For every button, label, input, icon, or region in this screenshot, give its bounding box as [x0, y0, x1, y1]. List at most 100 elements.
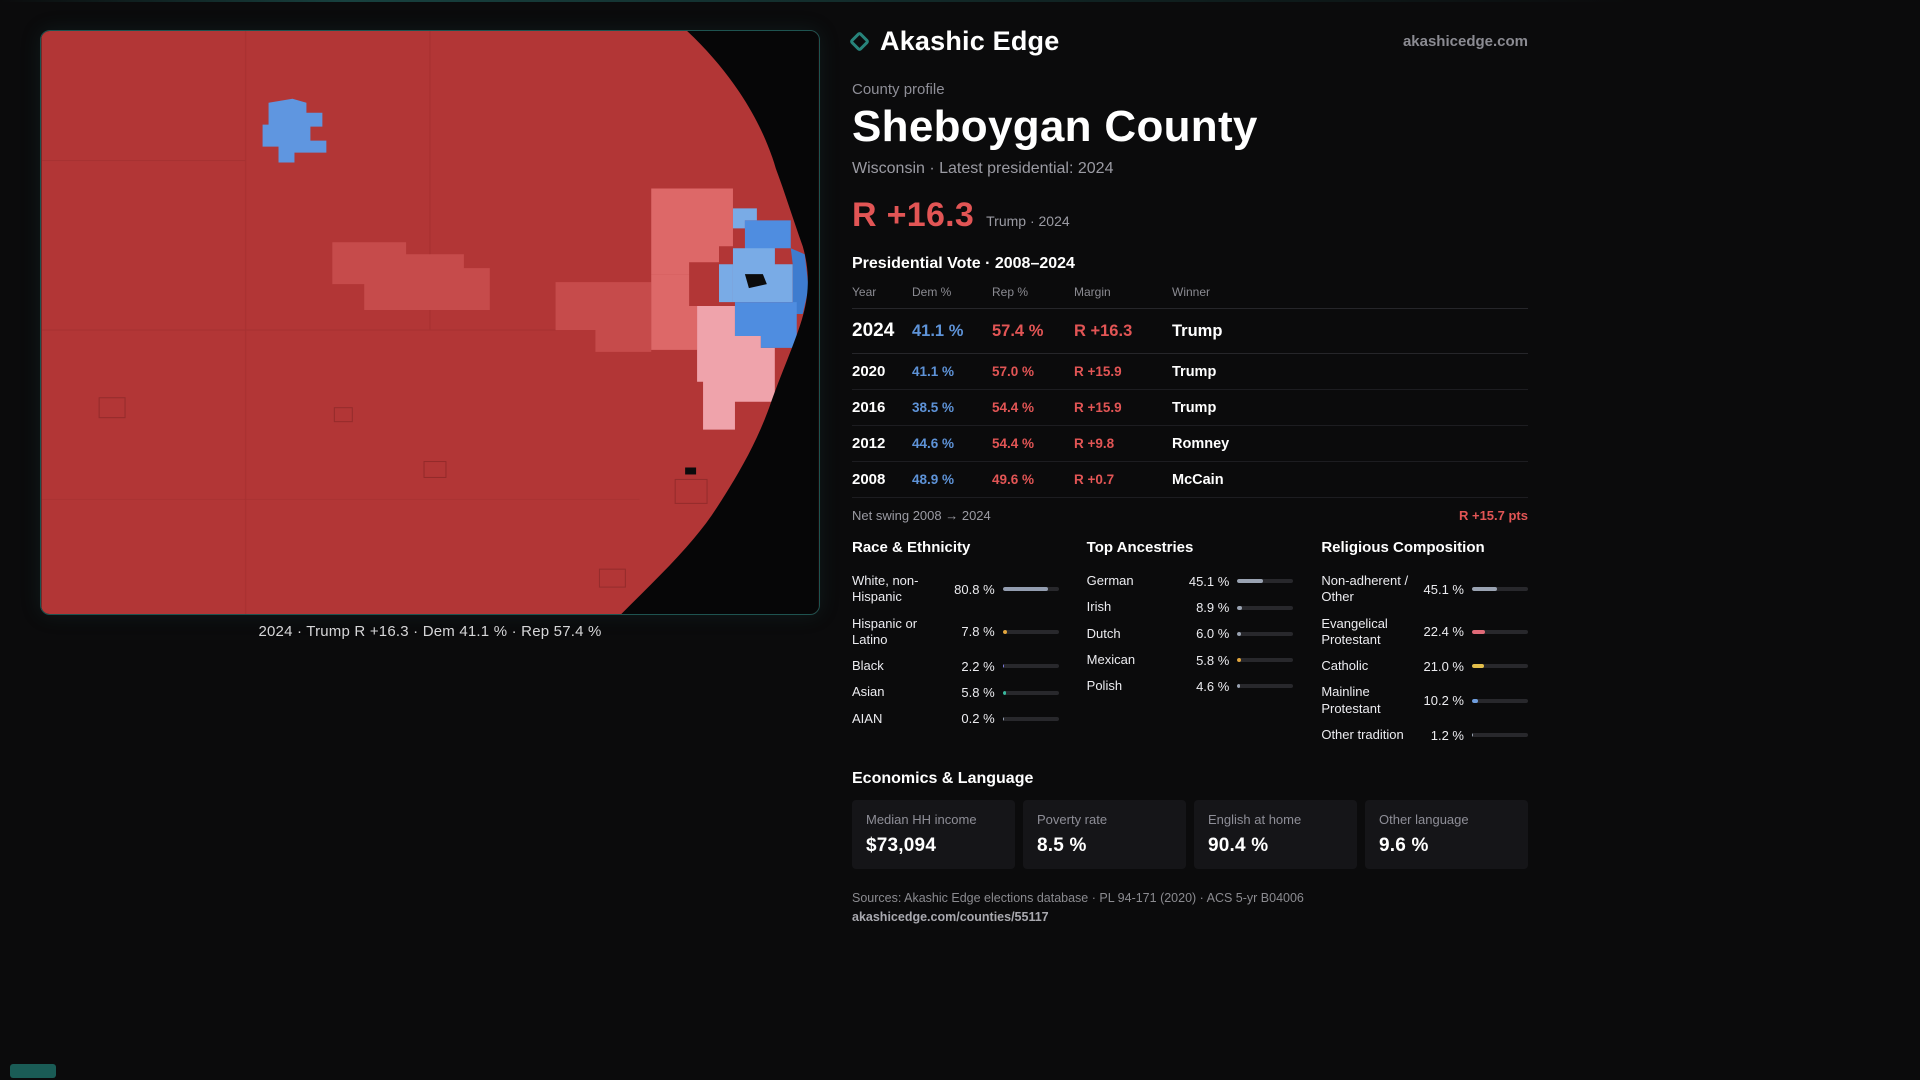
margin-cell: R +16.3	[1074, 322, 1133, 341]
sources-text: Sources: Akashic Edge elections database…	[852, 891, 1304, 906]
year-cell: 2024	[852, 320, 895, 342]
stat-card-english-at-home: English at home 90.4 %	[1194, 800, 1357, 870]
stat-value: 90.4 %	[1208, 835, 1269, 857]
demo-row: White, non-Hispanic 80.8 %	[852, 568, 1059, 611]
demo-bar	[1472, 629, 1528, 634]
stat-label: Median HH income	[866, 812, 977, 828]
demo-row: Irish 8.9 %	[1087, 594, 1294, 620]
demo-bar-fill	[1472, 733, 1473, 738]
stat-value: $73,094	[866, 835, 937, 857]
stat-value: 9.6 %	[1379, 835, 1429, 857]
demo-value: 4.6 %	[1196, 678, 1230, 694]
top-accent-line	[0, 0, 1920, 2]
demo-row: German 45.1 %	[1087, 568, 1294, 594]
ancestries-column: Top Ancestries German 45.1 % Irish 8.9 %…	[1087, 539, 1294, 748]
rep-cell: 57.4 %	[992, 322, 1044, 341]
demo-row: Asian 5.8 %	[852, 679, 1059, 705]
map-light-rep-areas	[651, 188, 733, 350]
demo-label: Hispanic or Latino	[852, 615, 918, 647]
demo-label: Non-adherent / Other	[1321, 573, 1409, 605]
demo-label: Other tradition	[1321, 726, 1404, 742]
vote-table: Year Dem % Rep % Margin Winner 2024 41.1…	[852, 285, 1528, 523]
dem-cell: 48.9 %	[912, 472, 955, 488]
year-cell: 2020	[852, 363, 886, 381]
margin-cell: R +15.9	[1074, 364, 1122, 380]
diamond-logo-icon	[848, 30, 871, 53]
demo-bar-fill	[1002, 629, 1008, 634]
economics-title: Economics & Language	[852, 770, 1034, 788]
vote-row-2008: 2008 48.9 % 49.6 % R +0.7 McCain	[852, 462, 1528, 499]
headline-margin-row: R +16.3 Trump · 2024	[852, 196, 1528, 235]
dem-cell: 41.1 %	[912, 364, 955, 380]
winner-cell: Trump	[1172, 322, 1223, 341]
headline-margin-context: Trump · 2024	[986, 213, 1070, 230]
col-margin: Margin	[1074, 285, 1111, 300]
map-municipal-outlines	[98, 397, 708, 588]
demo-bar-fill	[1237, 579, 1263, 584]
demo-value: 22.4 %	[1423, 624, 1464, 640]
winner-cell: McCain	[1172, 472, 1224, 489]
demo-value: 5.8 %	[1196, 652, 1230, 668]
brand: Akashic Edge	[848, 26, 1059, 57]
map-tossup-areas	[697, 306, 775, 430]
demo-bar-fill	[1237, 631, 1241, 636]
stat-value: 8.5 %	[1037, 835, 1087, 857]
demo-row: Non-adherent / Other 45.1 %	[1321, 568, 1528, 611]
demo-bar	[1237, 631, 1294, 636]
demo-value: 7.8 %	[961, 624, 995, 640]
demo-label: Black	[852, 658, 884, 674]
demo-label: AIAN	[852, 710, 883, 726]
demo-label: Dutch	[1086, 625, 1121, 641]
brand-domain-link[interactable]: akashicedge.com	[1402, 33, 1528, 50]
page-subtitle: Wisconsin · Latest presidential: 2024	[852, 160, 1114, 178]
col-year: Year	[852, 285, 877, 300]
demo-bar-fill	[1002, 716, 1004, 721]
col-dem: Dem %	[912, 285, 952, 300]
demo-label: White, non-Hispanic	[852, 573, 919, 605]
demo-bar	[1002, 664, 1059, 669]
demo-label: Mainline Protestant	[1321, 684, 1381, 716]
demo-label: Mexican	[1086, 651, 1136, 667]
stat-label: English at home	[1208, 812, 1302, 828]
demo-row: Hispanic or Latino 7.8 %	[852, 611, 1059, 654]
demo-label: German	[1086, 573, 1134, 589]
demo-bar	[1237, 579, 1294, 584]
demo-value: 45.1 %	[1188, 573, 1230, 589]
race-title: Race & Ethnicity	[852, 539, 971, 557]
demo-bar-fill	[1002, 690, 1006, 695]
demo-bar	[1002, 587, 1059, 592]
net-swing-row: Net swing 2008 → 2024 R +15.7 pts	[852, 498, 1528, 523]
rep-cell: 54.4 %	[992, 400, 1035, 416]
vote-table-title: Presidential Vote · 2008–2024	[852, 255, 1075, 273]
margin-cell: R +0.7	[1074, 472, 1115, 488]
county-map	[41, 31, 819, 614]
demo-bar-fill	[1002, 587, 1048, 592]
demo-bar	[1002, 716, 1059, 721]
demo-value: 10.2 %	[1423, 693, 1464, 709]
year-cell: 2008	[852, 471, 886, 489]
dem-cell: 41.1 %	[912, 322, 964, 341]
page-title: Sheboygan County	[852, 102, 1258, 151]
permalink-link[interactable]: akashicedge.com/counties/55117	[852, 910, 1049, 925]
demo-bar-fill	[1472, 664, 1484, 669]
rep-cell: 57.0 %	[992, 364, 1035, 380]
demo-row: Mexican 5.8 %	[1087, 647, 1294, 673]
demo-value: 2.2 %	[961, 658, 995, 674]
winner-cell: Trump	[1172, 400, 1217, 417]
demo-label: Catholic	[1321, 658, 1369, 674]
eyebrow-label: County profile	[852, 81, 945, 98]
demo-row: AIAN 0.2 %	[852, 706, 1059, 732]
religion-column: Religious Composition Non-adherent / Oth…	[1321, 539, 1528, 748]
demo-bar-fill	[1472, 587, 1498, 592]
stat-card-poverty-rate: Poverty rate 8.5 %	[1023, 800, 1186, 870]
demo-label: Polish	[1086, 678, 1123, 694]
map-lean-rep-areas	[332, 242, 652, 352]
demo-bar	[1237, 684, 1294, 689]
vote-row-2024: 2024 41.1 % 57.4 % R +16.3 Trump	[852, 309, 1528, 355]
stat-card-other-language: Other language 9.6 %	[1365, 800, 1528, 870]
demo-bar	[1472, 733, 1528, 738]
demo-bar-fill	[1472, 698, 1478, 703]
demo-bar	[1002, 690, 1059, 695]
net-swing-label: Net swing 2008 → 2024	[852, 508, 991, 524]
religion-title: Religious Composition	[1321, 539, 1485, 557]
